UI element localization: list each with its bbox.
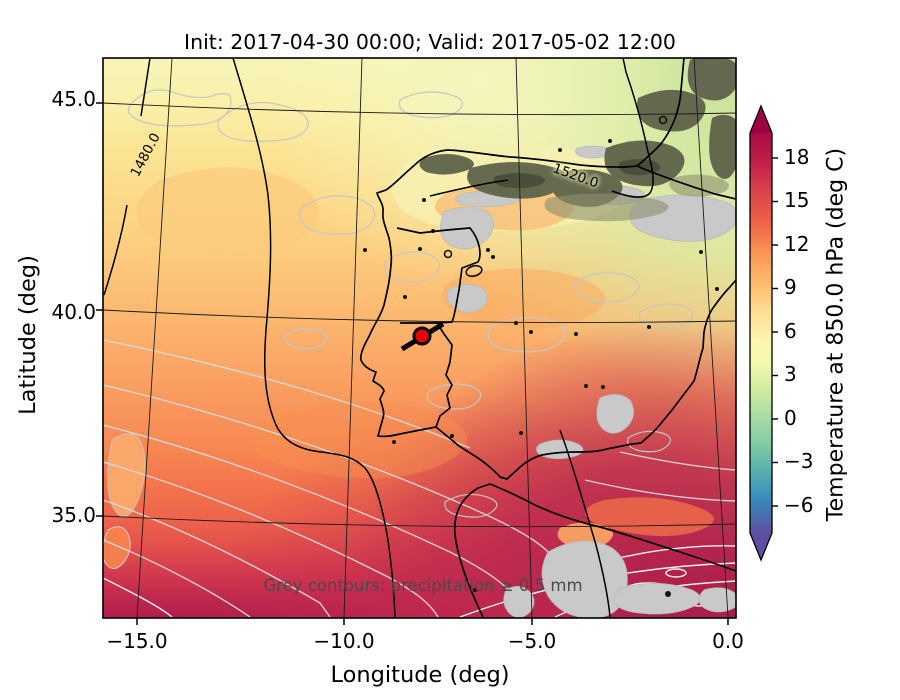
coastlines — [359, 58, 736, 618]
y-tick-45: 45.0 — [51, 87, 96, 111]
cb-tick-15: 15 — [784, 188, 810, 212]
graticule — [103, 58, 736, 618]
heavy-precipitation-shading — [419, 58, 736, 222]
cb-tick-0: 0 — [784, 406, 797, 430]
colorbar-label: Temperature at 850.0 hPa (deg C) — [823, 147, 849, 522]
colorbar-under-arrow — [750, 533, 772, 560]
colorbar — [749, 104, 778, 562]
map-canvas — [103, 58, 736, 618]
plot-title: Init: 2017-04-30 00:00; Valid: 2017-05-0… — [184, 30, 676, 54]
y-tick-40: 40.0 — [51, 300, 96, 324]
colorbar-over-arrow — [750, 106, 772, 133]
geopotential-contours — [103, 58, 654, 618]
x-axis-label: Longitude (deg) — [330, 662, 510, 688]
cb-tick-m3: −3 — [784, 449, 814, 473]
x-tick-m10: −10.0 — [313, 629, 375, 653]
y-tick-35: 35.0 — [51, 503, 96, 527]
cb-tick-12: 12 — [784, 232, 810, 256]
colorbar-ticks — [772, 157, 778, 507]
x-tick-m15: −15.0 — [106, 629, 168, 653]
cb-tick-18: 18 — [784, 145, 810, 169]
cb-tick-6: 6 — [784, 319, 797, 343]
small-contour-rings — [443, 115, 668, 278]
precipitation-contours-land — [127, 89, 694, 518]
precipitation-note: Grey contours: precipitation ≥ 0.5 mm — [263, 576, 583, 595]
axis-ticks — [96, 102, 729, 625]
axes-frame — [102, 57, 737, 619]
precipitation-contours-smooth — [103, 339, 736, 618]
cb-tick-3: 3 — [784, 362, 797, 386]
cb-tick-9: 9 — [784, 275, 797, 299]
y-axis-label: Latitude (deg) — [15, 255, 41, 415]
x-tick-0: 0.0 — [712, 629, 744, 653]
small-contour-specks — [363, 139, 719, 597]
cb-tick-m6: −6 — [784, 493, 814, 517]
x-tick-m5: −5.0 — [507, 629, 557, 653]
location-marker — [400, 321, 445, 352]
